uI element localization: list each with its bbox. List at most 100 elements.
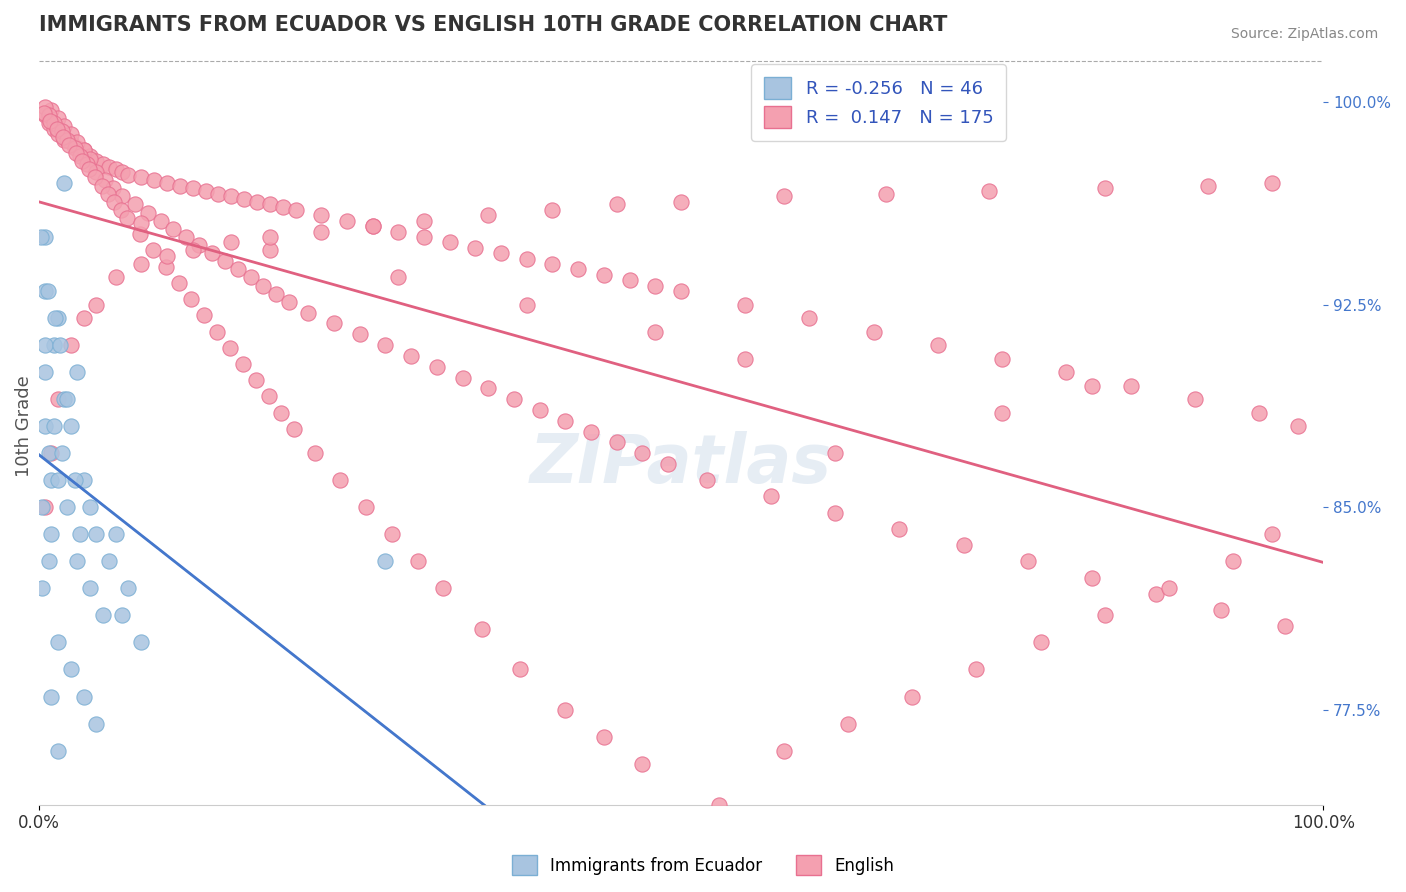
Point <box>181 181 204 195</box>
Point <box>329 473 352 487</box>
Point <box>270 406 292 420</box>
Point <box>66 365 89 379</box>
Point <box>214 254 236 268</box>
Point <box>117 582 139 596</box>
Point <box>1184 392 1206 406</box>
Point <box>439 235 461 250</box>
Point <box>631 757 654 772</box>
Point <box>1159 582 1181 596</box>
Point <box>554 703 576 717</box>
Point <box>110 202 132 217</box>
Point <box>56 132 79 146</box>
Point <box>413 230 436 244</box>
Point <box>219 189 242 203</box>
Point <box>271 200 294 214</box>
Point <box>38 446 60 460</box>
Point <box>142 244 165 258</box>
Point <box>592 730 614 744</box>
Point <box>131 257 153 271</box>
Point <box>104 270 127 285</box>
Point <box>837 716 859 731</box>
Point <box>772 743 794 757</box>
Point <box>246 194 269 209</box>
Point <box>1261 527 1284 541</box>
Point <box>772 189 794 203</box>
Point <box>30 230 52 244</box>
Point <box>46 392 69 406</box>
Point <box>529 403 551 417</box>
Point <box>862 325 884 339</box>
Point <box>1222 554 1244 568</box>
Point <box>824 506 846 520</box>
Point <box>41 527 63 541</box>
Point <box>72 311 94 326</box>
Point <box>927 338 949 352</box>
Point <box>103 194 125 209</box>
Point <box>1144 587 1167 601</box>
Point <box>53 132 76 146</box>
Point <box>44 311 66 326</box>
Point <box>259 197 281 211</box>
Point <box>259 230 281 244</box>
Point <box>156 176 179 190</box>
Point <box>284 202 307 217</box>
Point <box>991 351 1014 366</box>
Point <box>117 168 139 182</box>
Point <box>432 582 454 596</box>
Point <box>167 276 190 290</box>
Point <box>354 500 377 515</box>
Point <box>413 213 436 227</box>
Point <box>180 292 202 306</box>
Point <box>51 446 73 460</box>
Point <box>52 129 75 144</box>
Point <box>136 205 159 219</box>
Point <box>162 222 184 236</box>
Point <box>34 284 56 298</box>
Point <box>644 278 666 293</box>
Point <box>606 435 628 450</box>
Point <box>489 246 512 260</box>
Point <box>169 178 191 193</box>
Point <box>824 446 846 460</box>
Point <box>70 154 93 169</box>
Point <box>131 635 153 649</box>
Point <box>1197 178 1219 193</box>
Point <box>233 192 256 206</box>
Point <box>219 341 242 355</box>
Point <box>42 419 65 434</box>
Point <box>323 317 346 331</box>
Point <box>875 186 897 201</box>
Point <box>46 473 69 487</box>
Point <box>259 244 281 258</box>
Point <box>86 154 108 169</box>
Point <box>399 349 422 363</box>
Point <box>91 157 114 171</box>
Point <box>76 157 98 171</box>
Point <box>1094 608 1116 623</box>
Point <box>759 490 782 504</box>
Point <box>41 473 63 487</box>
Point <box>193 309 215 323</box>
Point <box>991 406 1014 420</box>
Point <box>901 690 924 704</box>
Point <box>34 419 56 434</box>
Point <box>65 146 87 161</box>
Point <box>1261 176 1284 190</box>
Point <box>34 230 56 244</box>
Point <box>86 527 108 541</box>
Point <box>34 365 56 379</box>
Point <box>34 100 56 114</box>
Point <box>42 338 65 352</box>
Point <box>38 108 60 122</box>
Point <box>111 608 134 623</box>
Point <box>58 138 80 153</box>
Text: IMMIGRANTS FROM ECUADOR VS ENGLISH 10TH GRADE CORRELATION CHART: IMMIGRANTS FROM ECUADOR VS ENGLISH 10TH … <box>38 15 946 35</box>
Point <box>567 262 589 277</box>
Point <box>31 500 53 515</box>
Point <box>477 381 499 395</box>
Point <box>181 244 204 258</box>
Point <box>471 622 494 636</box>
Point <box>278 294 301 309</box>
Point <box>965 663 987 677</box>
Point <box>889 522 911 536</box>
